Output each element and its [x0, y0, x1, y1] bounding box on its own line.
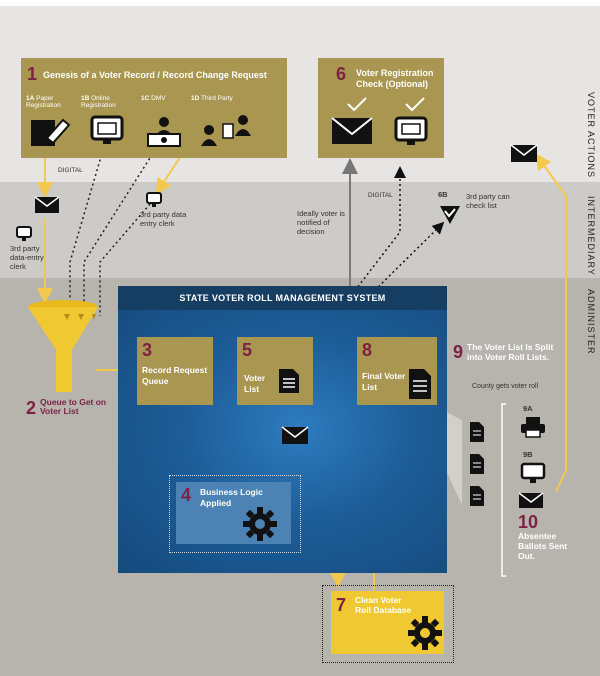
third-party-icon [201, 115, 251, 146]
check-list-label: 3rd party can check list [466, 192, 510, 210]
arrow-step10-voter [535, 153, 567, 493]
step10-label: 10 Absentee Ballots Sent Out. [518, 512, 568, 561]
step1-title: Genesis of a Voter Record / Record Chang… [43, 70, 267, 80]
step1-box: 1 Genesis of a Voter Record / Record Cha… [21, 58, 287, 158]
bracket-9 [501, 403, 506, 577]
digital-label-left: DIGITAL [58, 167, 83, 174]
step6-title: Voter Registration Check (Optional) [356, 68, 434, 89]
step1b-label: 1B Online Registration [81, 95, 116, 109]
printer-icon [521, 417, 545, 438]
step1a-label: 1A Paper Registration [26, 95, 61, 109]
clerk-computer-icon-mid [146, 192, 162, 207]
step7-number: 7 [336, 595, 347, 615]
step7-title: Clean Voter Roll Database [355, 595, 412, 615]
check-envelope-monitor-icons [331, 97, 428, 145]
step3-title: Record Request Queue [142, 365, 208, 386]
monitor-icon [520, 462, 546, 483]
step1c-label: 1C DMV [141, 95, 166, 102]
county-note: County gets voter roll [472, 383, 539, 390]
dotted-1b-funnel [69, 149, 104, 316]
paper-pen-icon [31, 118, 71, 146]
step9-label: 9 The Voter List Is Split into Voter Rol… [453, 342, 554, 362]
step7-box: 7 Clean Voter Roll Database [331, 591, 444, 654]
step3-box: 3 Record Request Queue [137, 337, 213, 405]
step6-number: 6 [336, 64, 347, 84]
final-document-icon [409, 369, 431, 399]
lane-label-administer: ADMINISTER [586, 289, 596, 355]
absentee-envelope-icon [518, 492, 544, 508]
notification-envelope-icon [281, 426, 309, 444]
check-shield-icon [440, 206, 460, 224]
step8-title: Final Voter List [362, 371, 406, 392]
envelope-icon [34, 196, 60, 213]
step7-outline [322, 585, 454, 663]
step6b-id: 6B [438, 190, 448, 199]
document-icon [279, 369, 299, 393]
step8-number: 8 [362, 340, 373, 360]
step9a-id: 9A [523, 404, 533, 413]
notified-label: Ideally voter is notified of decision [297, 209, 345, 236]
voter-roll-docs [470, 422, 484, 506]
queue-funnel [28, 300, 98, 392]
database-gear-icon [408, 616, 442, 650]
gear-icon [243, 507, 277, 541]
step4-number: 4 [181, 485, 192, 505]
step8-box: 8 Final Voter List [357, 337, 437, 405]
lane-label-voter-actions: VOTER ACTIONS [586, 92, 596, 179]
step4-box: 4 Business Logic Applied [176, 482, 291, 544]
voter-envelope-icon [510, 144, 538, 162]
dotted-clerk-funnel [99, 203, 151, 316]
dmv-desk-icon [147, 117, 181, 147]
step5-title: Voter List [244, 373, 266, 394]
clerk-label-mid: 3rd party data entry clerk [140, 210, 187, 228]
system-title: STATE VOTER ROLL MANAGEMENT SYSTEM [118, 286, 447, 310]
step1d-label: 1D Third Party [191, 95, 233, 102]
step5-box: 5 Voter List [237, 337, 313, 405]
step2-label: 2 Queue to Get on Voter List [26, 397, 107, 419]
step1-number: 1 [27, 64, 38, 84]
lane-label-intermediary: INTERMEDIARY [586, 196, 596, 276]
step4-title: Business Logic Applied [200, 487, 263, 508]
step4-outline [169, 475, 301, 553]
step5-number: 5 [242, 340, 253, 360]
step6-box: 6 Voter Registration Check (Optional) [318, 58, 444, 158]
clerk-computer-icon-left [16, 226, 32, 241]
step3-number: 3 [142, 340, 153, 360]
computer-icon [90, 115, 124, 144]
clerk-label-left: 3rd party data-entry clerk [10, 244, 44, 271]
digital-label-right: DIGITAL [368, 192, 393, 199]
step9b-id: 9B [523, 450, 533, 459]
